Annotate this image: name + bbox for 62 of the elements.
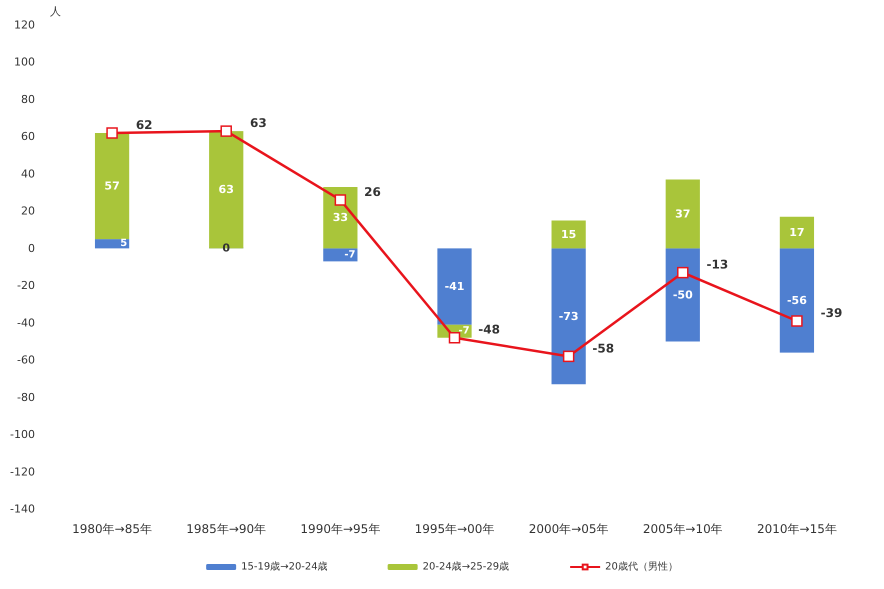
y-tick-label: 80 — [21, 92, 35, 106]
x-tick-label: 1995年→00年 — [414, 522, 494, 536]
legend-label: 20歳代（男性） — [605, 560, 678, 572]
bar — [323, 248, 358, 262]
bar — [552, 248, 586, 384]
data-label: -41 — [444, 280, 464, 294]
x-tick-label: 2005年→10年 — [642, 522, 723, 536]
data-label: -7 — [458, 326, 470, 337]
bar — [437, 248, 472, 325]
x-tick-label: 1980年→85年 — [72, 522, 152, 536]
bar — [666, 248, 700, 342]
data-label: 62 — [136, 118, 153, 132]
bar — [94, 132, 130, 240]
data-label: 5 — [120, 238, 128, 250]
point — [334, 194, 346, 206]
y-tick-label: -140 — [10, 502, 35, 516]
legend-label: 20-24歳→25-29歳 — [422, 560, 510, 572]
data-label: -13 — [706, 258, 728, 272]
point — [562, 350, 574, 362]
bar — [666, 180, 700, 248]
legend-label: 15-19歳→20-24歳 — [241, 560, 328, 572]
y-tick-label: -120 — [10, 465, 35, 478]
data-label: 37 — [675, 207, 690, 220]
data-label: 63 — [218, 183, 234, 196]
point — [677, 266, 689, 278]
y-tick-label: 120 — [14, 18, 35, 32]
y-tick-label: -80 — [17, 390, 35, 404]
point — [106, 127, 118, 139]
x-tick-label: 1985年→90年 — [186, 522, 266, 536]
data-label: -56 — [786, 294, 808, 308]
data-label: 26 — [364, 184, 381, 199]
data-label: -7 — [344, 249, 356, 260]
x-tick-label: 2000年→05年 — [528, 522, 609, 536]
data-label: 63 — [250, 116, 267, 130]
data-label: -73 — [558, 310, 579, 323]
y-tick-label: -40 — [17, 316, 35, 330]
data-label: -48 — [478, 322, 500, 337]
data-label: 57 — [104, 180, 120, 193]
data-label: 15 — [560, 228, 576, 241]
point — [791, 315, 803, 327]
bar — [94, 239, 130, 248]
x-tick-label: 2010年→15年 — [756, 522, 837, 536]
bar — [780, 216, 814, 248]
data-label: -58 — [592, 341, 614, 356]
data-label: -39 — [820, 306, 842, 320]
data-label: -50 — [672, 288, 694, 302]
y-tick-label: 100 — [14, 56, 35, 69]
y-axis-title: 人 — [50, 5, 61, 18]
y-tick-label: -60 — [17, 354, 35, 367]
y-tick-label: 0 — [28, 242, 35, 255]
y-tick-label: -20 — [17, 279, 35, 292]
data-label: 17 — [789, 226, 805, 240]
y-tick-label: -100 — [10, 428, 35, 442]
bar — [552, 220, 586, 248]
data-label: 33 — [332, 211, 348, 224]
y-tick-label: 40 — [21, 167, 35, 180]
y-tick-label: 20 — [21, 204, 35, 218]
point — [220, 125, 232, 137]
bar — [780, 248, 814, 353]
x-tick-label: 1990年→95年 — [300, 522, 380, 536]
y-tick-label: 60 — [21, 130, 35, 144]
point — [448, 332, 460, 344]
